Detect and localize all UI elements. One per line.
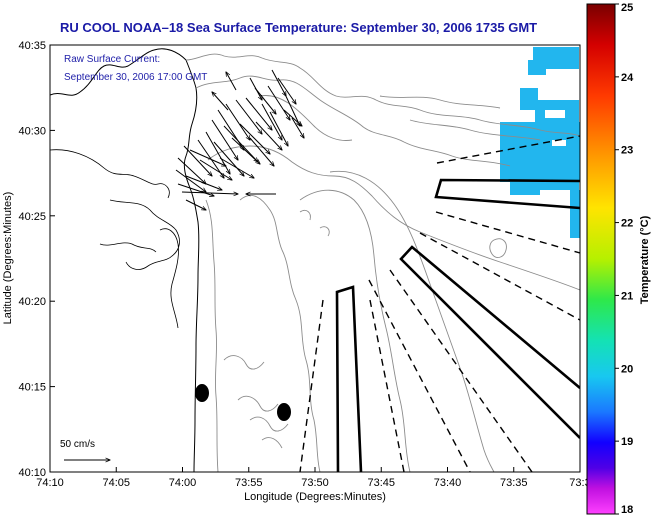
transect-boxes <box>335 178 580 472</box>
dashed-transects <box>299 135 580 472</box>
colorbar-tick-label: 20 <box>621 363 633 375</box>
y-axis-label: Latitude (Degrees:Minutes) <box>2 192 14 325</box>
bathymetry-contours <box>185 53 580 472</box>
y-tick-label: 40:25 <box>18 211 46 223</box>
x-tick-label: 73:35 <box>500 477 528 489</box>
x-axis-label: Longitude (Degrees:Minutes) <box>244 491 386 503</box>
x-tick-label: 74:00 <box>169 477 197 489</box>
current-vectors <box>175 69 304 210</box>
inland-contour <box>50 149 180 329</box>
overlay-line-1: Raw Surface Current: <box>64 54 160 65</box>
overlay-line-2: September 30, 2006 17:00 GMT <box>64 72 207 83</box>
x-tick-label: 74:05 <box>102 477 130 489</box>
sst-patch <box>500 47 580 238</box>
colorbar-tick-label: 22 <box>621 218 633 230</box>
station-marker <box>195 384 209 402</box>
y-tick-label: 40:35 <box>18 40 46 52</box>
x-tick-label: 73:3 <box>569 477 590 489</box>
colorbar-label: Temperature (°C) <box>639 215 651 304</box>
y-tick-label: 40:15 <box>18 382 46 394</box>
coastline <box>50 48 200 472</box>
colorbar-tick-label: 24 <box>621 72 634 84</box>
map-title: RU COOL NOAA–18 Sea Surface Temperature:… <box>60 20 537 35</box>
colorbar-tick-label: 18 <box>621 504 633 516</box>
colorbar-tick-label: 25 <box>621 2 633 14</box>
x-tick-label: 73:45 <box>367 477 395 489</box>
x-tick-label: 74:10 <box>36 477 64 489</box>
y-tick-label: 40:10 <box>18 467 46 479</box>
colorbar <box>586 3 616 515</box>
colorbar-tick-label: 21 <box>621 290 633 302</box>
scale-label: 50 cm/s <box>60 439 95 450</box>
colorbar-ticks: 25 24 23 22 21 20 19 18 <box>615 2 634 516</box>
plot-area: 50 cm/s Raw Surface Current: September 3… <box>50 45 580 472</box>
x-tick-label: 73:40 <box>434 477 462 489</box>
colorbar-tick-label: 23 <box>621 145 633 157</box>
x-axis-ticks: 74:10 74:05 74:00 73:55 73:50 73:45 73:40 73:35… <box>36 467 591 489</box>
y-tick-label: 40:20 <box>18 296 46 308</box>
x-tick-label: 73:55 <box>235 477 263 489</box>
y-axis-ticks: 40:35 40:30 40:25 40:20 40:15 40:10 <box>18 40 55 479</box>
station-marker <box>277 403 291 421</box>
y-tick-label: 40:30 <box>18 125 46 137</box>
x-tick-label: 73:50 <box>301 477 329 489</box>
colorbar-tick-label: 19 <box>621 436 633 448</box>
